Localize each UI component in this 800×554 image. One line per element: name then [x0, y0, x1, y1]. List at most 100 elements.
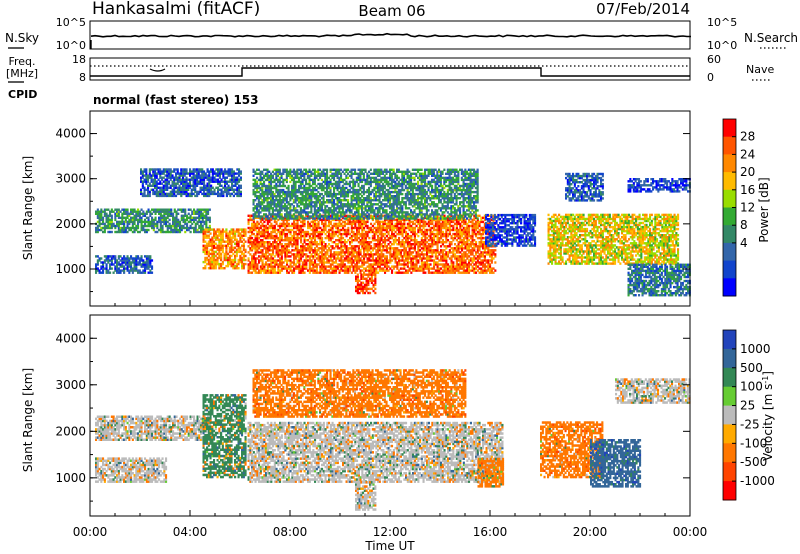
power-cell	[398, 232, 401, 236]
power-cell	[149, 255, 152, 258]
power-cell	[347, 265, 350, 268]
power-cell	[140, 259, 143, 262]
power-cell	[483, 257, 486, 260]
power-cell	[194, 216, 197, 219]
power-cell	[186, 228, 189, 232]
power-cell	[239, 184, 242, 187]
power-cell	[317, 259, 320, 262]
power-cell	[413, 241, 416, 244]
power-cell	[473, 222, 476, 226]
power-cell	[166, 182, 169, 185]
power-cell	[408, 220, 411, 224]
power-cell	[193, 212, 196, 215]
power-cell	[137, 224, 140, 228]
power-cell	[254, 251, 257, 254]
power-cell	[403, 224, 406, 228]
power-cell	[187, 192, 190, 196]
power-cell	[293, 232, 296, 236]
power-cell	[218, 228, 221, 231]
power-cell	[184, 226, 187, 230]
power-cell	[225, 190, 228, 194]
power-cell	[380, 239, 383, 242]
power-cell	[222, 176, 225, 179]
power-cell	[436, 230, 439, 234]
power-cell	[310, 269, 313, 272]
power-cell	[266, 195, 269, 198]
power-cell	[156, 208, 159, 211]
power-cell	[200, 222, 203, 226]
power-cell	[273, 180, 276, 184]
power-cell	[214, 234, 217, 237]
power-cell	[119, 230, 122, 234]
power-cell	[342, 263, 345, 266]
power-cell	[380, 228, 383, 232]
power-cell	[382, 232, 385, 236]
power-cell	[161, 210, 164, 213]
power-cell	[366, 265, 369, 268]
power-cell	[419, 267, 422, 270]
power-cell	[406, 255, 409, 258]
power-cell	[172, 212, 175, 215]
power-cell	[368, 267, 371, 270]
power-cell	[154, 218, 157, 222]
power-cell	[399, 220, 402, 224]
power-cell	[130, 228, 133, 232]
power-cell	[268, 203, 271, 206]
power-cell	[399, 224, 402, 228]
power-cell	[194, 170, 197, 173]
power-cell	[207, 236, 210, 239]
power-cell	[128, 257, 131, 260]
power-cell	[342, 249, 345, 252]
power-cell	[227, 256, 230, 260]
power-cell	[475, 257, 478, 260]
power-cell	[159, 176, 162, 179]
power-cell	[293, 234, 296, 238]
power-cell	[476, 214, 479, 217]
power-cell	[417, 228, 420, 232]
power-cell	[168, 194, 171, 198]
power-cell	[207, 212, 210, 215]
power-cell	[349, 259, 352, 262]
power-cell	[333, 241, 336, 244]
power-cell	[102, 265, 105, 268]
power-cell	[161, 178, 164, 181]
power-cell	[110, 208, 113, 211]
power-cell	[461, 267, 464, 270]
power-cell	[218, 176, 221, 179]
power-cell	[147, 259, 150, 262]
power-cell	[275, 217, 278, 220]
power-cell	[340, 249, 343, 252]
power-cell	[312, 269, 315, 272]
power-cell	[189, 218, 192, 222]
power-cell	[275, 184, 278, 188]
power-cell	[266, 174, 269, 177]
power-cell	[380, 224, 383, 228]
power-cell	[263, 192, 266, 196]
power-cell	[361, 265, 364, 268]
power-cell	[382, 220, 385, 224]
power-cell	[278, 209, 281, 212]
power-cell	[326, 271, 329, 274]
power-cell	[424, 224, 427, 228]
power-cell	[357, 247, 360, 250]
power-cell	[185, 194, 188, 198]
power-cell	[319, 271, 322, 274]
power-cell	[480, 271, 483, 274]
power-cell	[275, 243, 278, 246]
power-cell	[199, 180, 202, 183]
power-cell	[322, 271, 325, 274]
power-cell	[415, 243, 418, 246]
power-cell	[249, 228, 252, 232]
power-cell	[284, 222, 287, 226]
power-cell	[161, 170, 164, 173]
power-cell	[307, 214, 310, 217]
power-cell	[227, 264, 230, 268]
power-cell	[384, 239, 387, 242]
power-cell	[202, 240, 205, 243]
power-cell	[182, 192, 185, 196]
power-cell	[322, 241, 325, 244]
power-cell	[142, 261, 145, 264]
power-cell	[338, 263, 341, 266]
power-cell	[222, 172, 225, 175]
power-cell	[112, 224, 115, 228]
